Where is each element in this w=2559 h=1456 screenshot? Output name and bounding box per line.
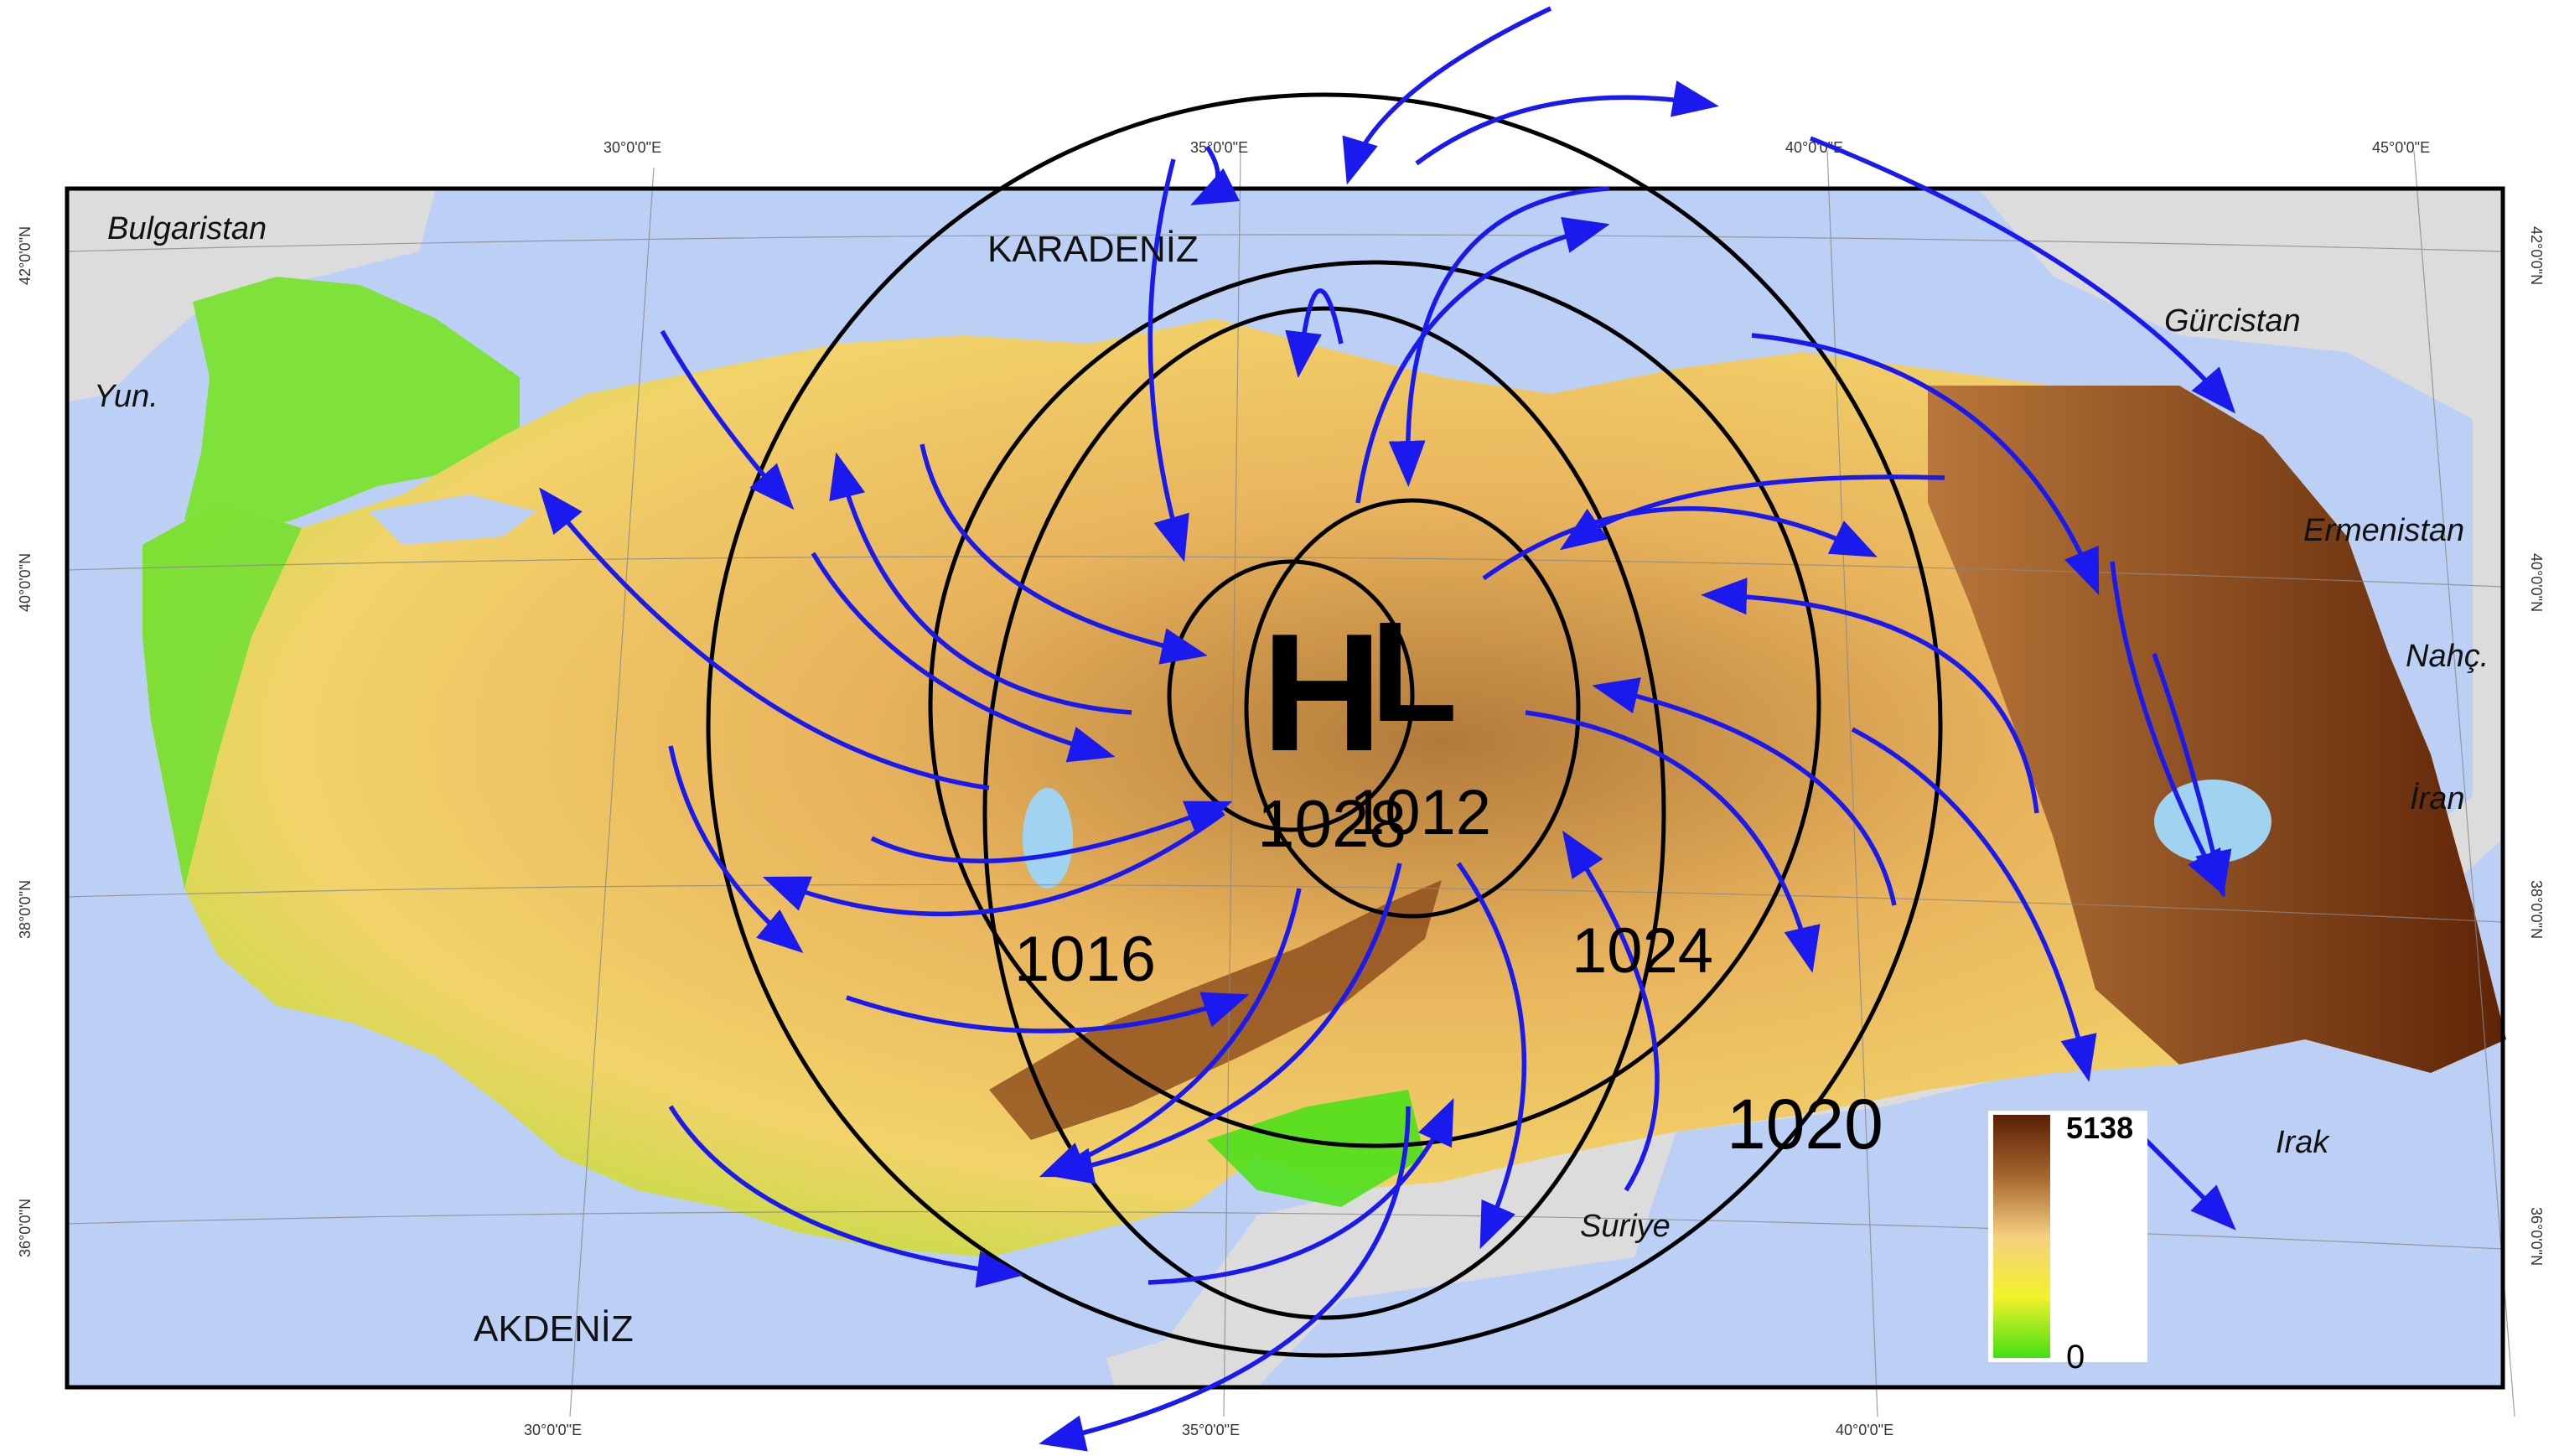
left-lat-label: 38°0'0"N [17,880,34,939]
coastal-lowland-west [142,503,302,889]
isobar-1024 [928,260,1821,1148]
right-lat-label: 40°0'0"N [2528,553,2545,612]
meridian-35 [1223,150,1241,1417]
parallel-42 [66,234,2504,252]
wind-arrow [1147,158,1189,562]
isobars [706,92,1943,1358]
meridian-40 [1826,150,1878,1417]
wind-arrow [1525,710,1821,973]
bottom-lon-label: 35°0'0"E [1182,1422,1240,1438]
syria-label: Suriye [1580,1209,1671,1244]
wind-arrow [1701,578,2039,814]
top-lon-label: 45°0'0"E [2372,139,2430,156]
wind-arrow [1456,862,1527,1250]
graticule-labels: 30°0'0"E 35°0'0"E 40°0'0"E 45°0'0"E 30°0… [17,139,2545,1438]
iran-label: İran [2410,781,2464,816]
mediterranean-label: AKDENİZ [474,1308,634,1350]
meridian-45 [2413,150,2515,1417]
wind-arrow [1415,80,1719,166]
wind-arrows [539,6,2236,1452]
legend-color-ramp [1993,1115,2050,1358]
wind-arrow [1047,863,1402,1184]
salt-lake [1023,788,1073,889]
isobar-label: 1020 [1727,1085,1883,1163]
nakhchivan-label: Nahç. [2406,639,2489,674]
cyprus-land [1106,1333,1241,1387]
high-pressure-symbol: H [1261,599,1382,786]
wind-arrow [668,1105,1023,1288]
wind-arrow [1482,505,1878,581]
map-frame [65,186,2505,1390]
wind-arrow [1039,1106,1411,1452]
iraq-label: Irak [2276,1125,2330,1160]
wind-arrow [1809,136,2236,414]
wind-arrow [846,992,1250,1034]
wind-arrow [2144,1138,2236,1231]
top-lon-label: 35°0'0"E [1190,139,1248,156]
right-lat-label: 38°0'0"N [2528,880,2545,939]
meridian-30 [569,167,655,1417]
balkans-land [67,189,436,402]
armenia-label: Ermenistan [2303,513,2464,548]
wind-arrow [1559,474,1945,551]
bottom-lon-label: 40°0'0"E [1836,1422,1893,1438]
bottom-lon-label: 30°0'0"E [524,1422,582,1438]
wind-arrow [1190,145,1241,205]
left-lat-label: 40°0'0"N [17,553,34,612]
wind-arrow [1147,1097,1454,1285]
wind-arrow [1388,186,1610,487]
georgia-label: Gürcistan [2164,303,2301,339]
caucasus-land [1132,189,2503,1387]
wind-arrow [1562,830,1660,1192]
legend-min-label: 0 [2066,1339,2085,1376]
isobar-label: 1012 [1349,777,1491,848]
wind-arrow [1285,288,1344,378]
lake-van [2154,780,2272,863]
neighbor-land [67,189,2503,1387]
thrace-land [184,277,520,536]
right-lat-label: 36°0'0"N [2528,1207,2545,1266]
wind-arrow [1851,727,2097,1082]
wind-arrow [1751,333,2100,596]
legend-max-label: 5138 [2066,1111,2133,1145]
isobar-label: 1024 [1572,915,1713,987]
wind-arrow [829,452,1132,715]
wind-arrow [1355,216,1610,504]
parallel-38 [66,883,2504,923]
wind-arrow [919,443,1208,665]
low-pressure-symbol: L [1370,593,1458,752]
wind-arrow [762,811,1225,917]
elevation-legend: 5138 0 [1988,1111,2147,1376]
marmara-sea [369,495,536,545]
isobar-label: 1028 [1257,786,1406,861]
wind-arrow [870,801,1233,863]
greece-label: Yun. [94,379,158,414]
wind-arrow [539,487,990,790]
isobar-1012 [1244,498,1581,919]
right-lat-label: 42°0'0"N [2528,226,2545,285]
bulgaria-label: Bulgaristan [107,211,267,246]
isobar-label: 1016 [1014,924,1156,995]
left-lat-label: 42°0'0"N [17,226,34,285]
parallel-40 [66,556,2504,588]
isobar-outer-1020 [706,92,1943,1358]
wind-arrow [1592,677,1897,906]
left-lat-label: 36°0'0"N [17,1199,34,1257]
black-sea-label: KARADENİZ [987,229,1199,270]
adana-plain [1207,1090,1425,1207]
wind-arrow [2110,561,2226,897]
wind-arrow [1342,6,1552,185]
wind-arrow [1039,888,1302,1178]
wind-arrow [2152,653,2232,898]
wind-arrow [668,745,804,954]
isobar-1028 [1167,559,1415,832]
top-lon-label: 30°0'0"E [603,139,661,156]
isobar-1016 [982,306,1666,1320]
wind-arrow [811,552,1116,763]
wind-arrow [660,329,795,510]
